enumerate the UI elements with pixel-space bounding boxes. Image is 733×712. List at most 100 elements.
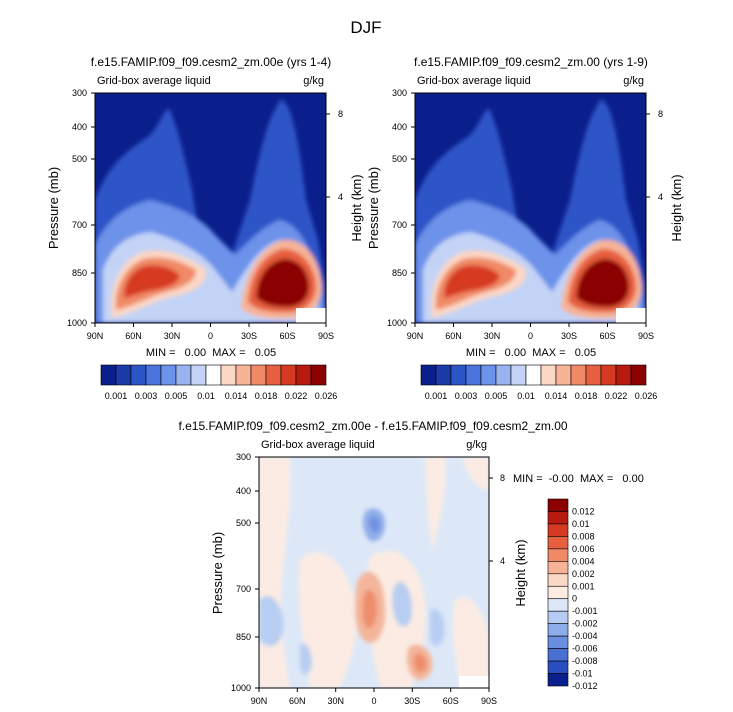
y-tick-label: 850 bbox=[72, 268, 87, 278]
colorbar-cell bbox=[420, 364, 437, 386]
colorbar-label: -0.008 bbox=[572, 656, 598, 666]
panel-2-ylabel-right: Height (km) bbox=[669, 174, 684, 241]
colorbar-cell bbox=[615, 364, 632, 386]
colorbar-cell bbox=[190, 364, 207, 386]
figure-title: DJF bbox=[350, 18, 381, 37]
panel-3: f.e15.FAMIP.f09_f09.cesm2_zm.00e - f.e15… bbox=[178, 419, 643, 706]
panel-1-left-label: Grid-box average liquid bbox=[97, 75, 211, 87]
colorbar-label: 0.005 bbox=[485, 391, 508, 401]
colorbar-label: 0.001 bbox=[105, 391, 128, 401]
colorbar-cell bbox=[547, 623, 569, 637]
y-tick-label: 300 bbox=[236, 452, 251, 462]
colorbar-cells bbox=[100, 364, 327, 386]
colorbar-label: 0.014 bbox=[225, 391, 248, 401]
colorbar-label: 0.005 bbox=[165, 391, 188, 401]
x-tick-label: 60S bbox=[279, 331, 295, 341]
y-right-tick-label: 8 bbox=[338, 109, 343, 119]
colorbar-cell bbox=[465, 364, 482, 386]
x-tick-label: 30S bbox=[404, 696, 420, 706]
colorbar-cell bbox=[547, 523, 569, 537]
x-tick-label: 60N bbox=[125, 331, 142, 341]
y-tick-label: 500 bbox=[392, 154, 407, 164]
panel-1-minmax: MIN = 0.00 MAX = 0.05 bbox=[146, 347, 276, 359]
colorbar-cell bbox=[547, 585, 569, 600]
colorbar-cells bbox=[420, 364, 647, 386]
colorbar-label: 0.01 bbox=[517, 391, 535, 401]
y-tick-label: 850 bbox=[392, 268, 407, 278]
y-tick-label: 400 bbox=[72, 122, 87, 132]
colorbar-label: 0.012 bbox=[572, 506, 595, 516]
colorbar-label: -0.004 bbox=[572, 631, 598, 641]
y-tick-label: 500 bbox=[72, 154, 87, 164]
panel-1-x-axis: 90N 60N 30N 0 30S 60S 90S bbox=[87, 323, 334, 341]
x-tick-label: 30N bbox=[164, 331, 181, 341]
colorbar-cell bbox=[547, 536, 569, 550]
colorbar-cell bbox=[205, 364, 222, 386]
y-tick-label: 850 bbox=[236, 632, 251, 642]
panel-2-x-axis: 90N 60N 30N 0 30S 60S 90S bbox=[407, 323, 654, 341]
panel-1-title: f.e15.FAMIP.f09_f09.cesm2_zm.00e (yrs 1-… bbox=[91, 55, 332, 69]
colorbar-label: -0.006 bbox=[572, 644, 598, 654]
panel-2-y-axis: 300 400 500 700 850 1000 8 4 Pressure (m… bbox=[366, 88, 684, 328]
panel-1: f.e15.FAMIP.f09_f09.cesm2_zm.00e (yrs 1-… bbox=[46, 55, 364, 401]
y-right-tick-label: 4 bbox=[338, 192, 343, 202]
colorbar-label: 0.001 bbox=[425, 391, 448, 401]
colorbar-labels: 0.001 0.003 0.005 0.01 0.014 0.018 0.022 0.026 bbox=[425, 391, 658, 401]
colorbar-cell bbox=[547, 561, 569, 575]
x-tick-label: 60N bbox=[289, 696, 306, 706]
panel-1-contours bbox=[95, 93, 326, 323]
colorbar-cell bbox=[547, 548, 569, 562]
colorbar-label: 0.022 bbox=[605, 391, 628, 401]
colorbar-cell bbox=[555, 364, 572, 386]
panel-3-contours bbox=[259, 457, 489, 688]
colorbar-cell bbox=[100, 364, 117, 386]
colorbar-cell bbox=[310, 364, 327, 386]
x-tick-label: 90S bbox=[481, 696, 497, 706]
colorbar-label: 0.018 bbox=[575, 391, 598, 401]
x-tick-label: 90N bbox=[251, 696, 268, 706]
panel-1-right-label: g/kg bbox=[303, 75, 324, 87]
y-tick-label: 300 bbox=[72, 88, 87, 98]
x-tick-label: 90N bbox=[407, 331, 424, 341]
x-tick-label: 90S bbox=[318, 331, 334, 341]
colorbar-cell bbox=[600, 364, 617, 386]
colorbar-cell bbox=[295, 364, 312, 386]
colorbar-cells bbox=[547, 498, 569, 687]
colorbar-cell bbox=[547, 598, 569, 612]
x-tick-label: 60N bbox=[445, 331, 462, 341]
colorbar-label: 0.001 bbox=[572, 581, 595, 591]
colorbar-cell bbox=[115, 364, 132, 386]
x-tick-label: 0 bbox=[528, 331, 533, 341]
panel-2-left-label: Grid-box average liquid bbox=[417, 75, 531, 87]
colorbar-cell bbox=[495, 364, 512, 386]
colorbar-cell bbox=[525, 364, 542, 386]
panel-3-left-label: Grid-box average liquid bbox=[261, 439, 375, 451]
x-tick-label: 30S bbox=[241, 331, 257, 341]
x-tick-label: 30N bbox=[484, 331, 501, 341]
y-tick-label: 400 bbox=[236, 486, 251, 496]
colorbar-label: -0.01 bbox=[572, 669, 593, 679]
colorbar-cell bbox=[220, 364, 237, 386]
colorbar-cell bbox=[585, 364, 602, 386]
panel-3-title: f.e15.FAMIP.f09_f09.cesm2_zm.00e - f.e15… bbox=[178, 419, 567, 433]
y-tick-label: 400 bbox=[392, 122, 407, 132]
colorbar-label: 0.006 bbox=[572, 544, 595, 554]
colorbar-label: -0.012 bbox=[572, 681, 598, 691]
colorbar-cell bbox=[547, 660, 569, 674]
colorbar-label: 0.01 bbox=[197, 391, 215, 401]
y-tick-label: 1000 bbox=[231, 683, 251, 693]
panel-3-ylabel: Pressure (mb) bbox=[210, 532, 225, 614]
panel-3-minmax: MIN = -0.00 MAX = 0.00 bbox=[513, 473, 644, 485]
y-tick-label: 700 bbox=[392, 220, 407, 230]
colorbar-labels: 0.001 0.003 0.005 0.01 0.014 0.018 0.022 0.026 bbox=[105, 391, 338, 401]
colorbar-cell bbox=[547, 511, 569, 525]
panel-1-ylabel: Pressure (mb) bbox=[46, 167, 61, 249]
y-right-tick-label: 8 bbox=[658, 109, 663, 119]
colorbar-label: 0.003 bbox=[135, 391, 158, 401]
colorbar-label: 0.01 bbox=[572, 519, 590, 529]
colorbar-cell bbox=[435, 364, 452, 386]
panel-3-right-label: g/kg bbox=[466, 439, 487, 451]
colorbar-cell bbox=[547, 673, 569, 687]
colorbar-label: 0.004 bbox=[572, 556, 595, 566]
